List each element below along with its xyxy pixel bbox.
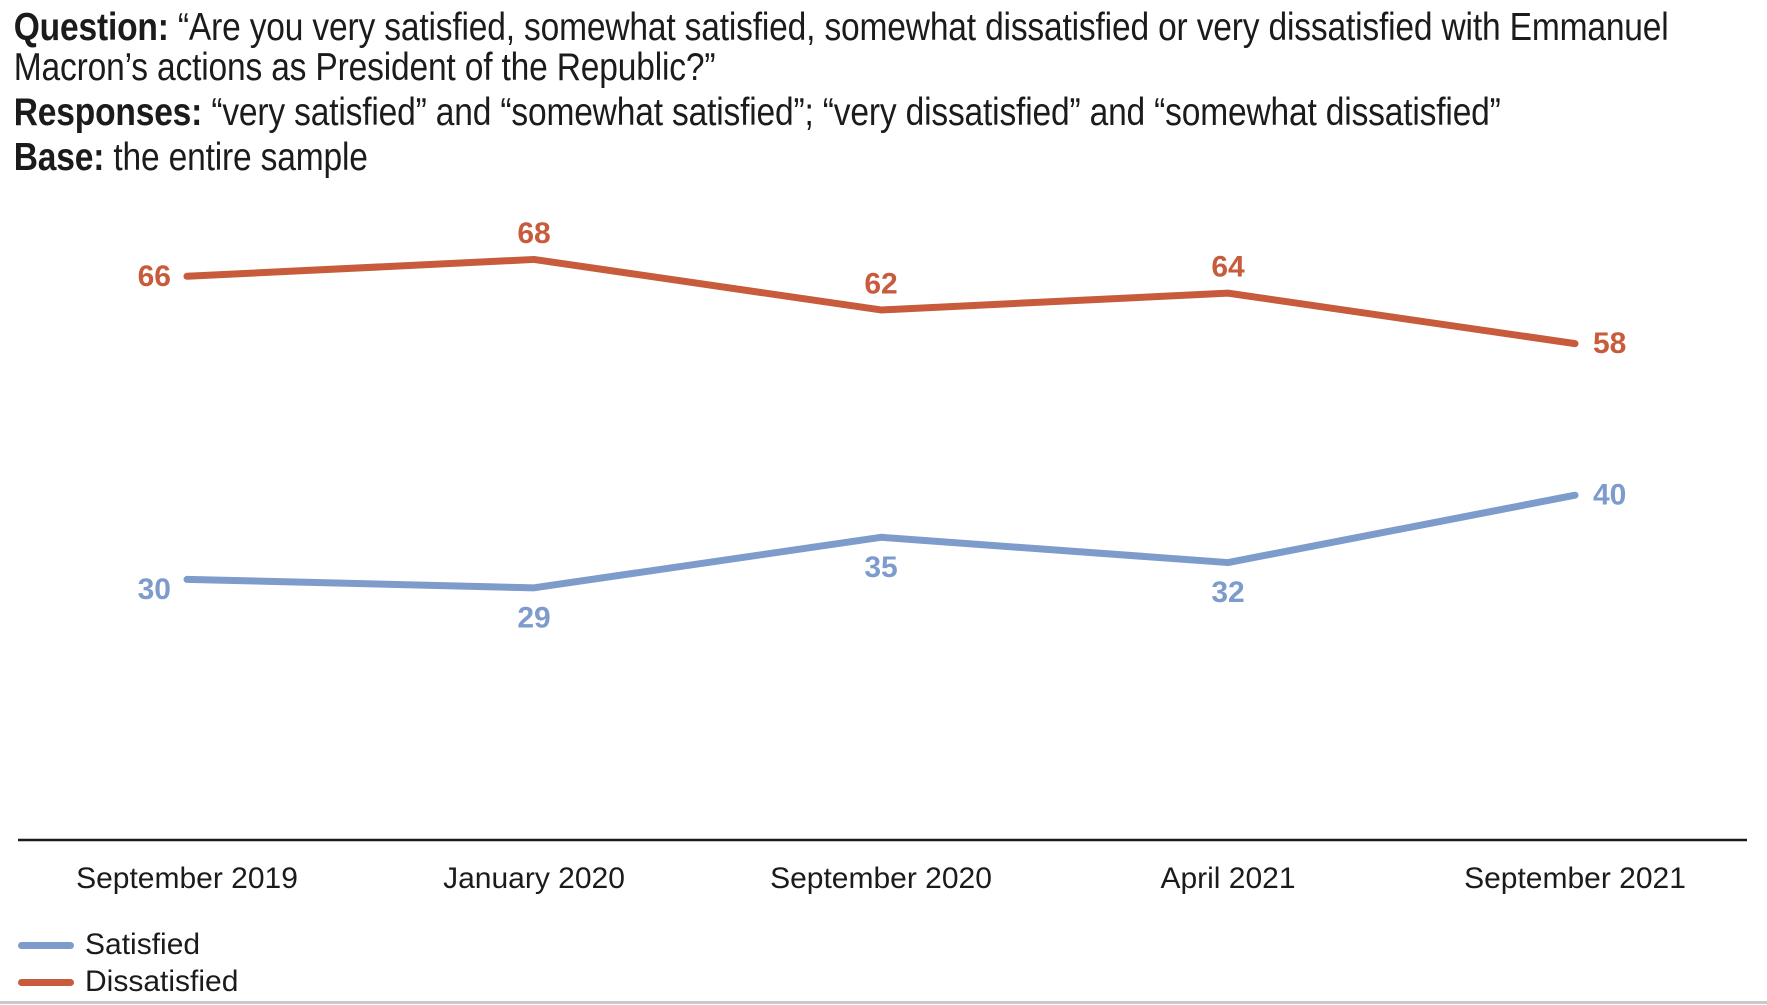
legend-item-satisfied: Satisfied (18, 930, 238, 960)
responses-text: “very satisfied” and “somewhat satisfied… (211, 91, 1501, 134)
x-axis-label: January 2020 (443, 862, 625, 895)
data-label: 29 (517, 601, 550, 634)
data-label: 62 (864, 267, 897, 300)
data-label: 68 (517, 217, 550, 250)
x-axis-label: September 2021 (1464, 862, 1686, 895)
question-text: “Are you very satisfied, somewhat satisf… (13, 6, 1669, 89)
data-label: 40 (1593, 479, 1626, 512)
legend-label-satisfied: Satisfied (85, 928, 201, 961)
legend-swatch-dissatisfied (18, 978, 74, 986)
x-axis-label: September 2019 (76, 862, 298, 895)
responses-label: Responses: (13, 91, 203, 134)
legend-label-dissatisfied: Dissatisfied (85, 965, 239, 998)
question-label: Question: (13, 6, 169, 49)
question-line: Question: “Are you very satisfied, somew… (14, 8, 1767, 88)
legend: Satisfied Dissatisfied (18, 930, 238, 997)
base-text: the entire sample (113, 136, 368, 179)
base-line: Base: the entire sample (14, 138, 1767, 178)
data-label: 35 (864, 551, 897, 584)
legend-item-dissatisfied: Dissatisfied (18, 967, 238, 997)
data-label: 32 (1211, 576, 1244, 609)
data-label: 30 (138, 573, 171, 606)
data-label: 58 (1593, 327, 1626, 360)
x-axis-label: April 2021 (1160, 862, 1296, 895)
responses-line: Responses: “very satisfied” and “somewha… (14, 93, 1767, 133)
legend-swatch-satisfied (18, 941, 74, 949)
base-label: Base: (13, 136, 105, 179)
data-label: 66 (138, 260, 171, 293)
series-line-satisfied (183, 491, 1579, 592)
series-line-dissatisfied (183, 255, 1579, 348)
data-label: 64 (1211, 251, 1245, 284)
chart-header: Question: “Are you very satisfied, somew… (0, 8, 1767, 183)
x-axis-label: September 2020 (770, 862, 992, 895)
bottom-divider (0, 1001, 1767, 1004)
